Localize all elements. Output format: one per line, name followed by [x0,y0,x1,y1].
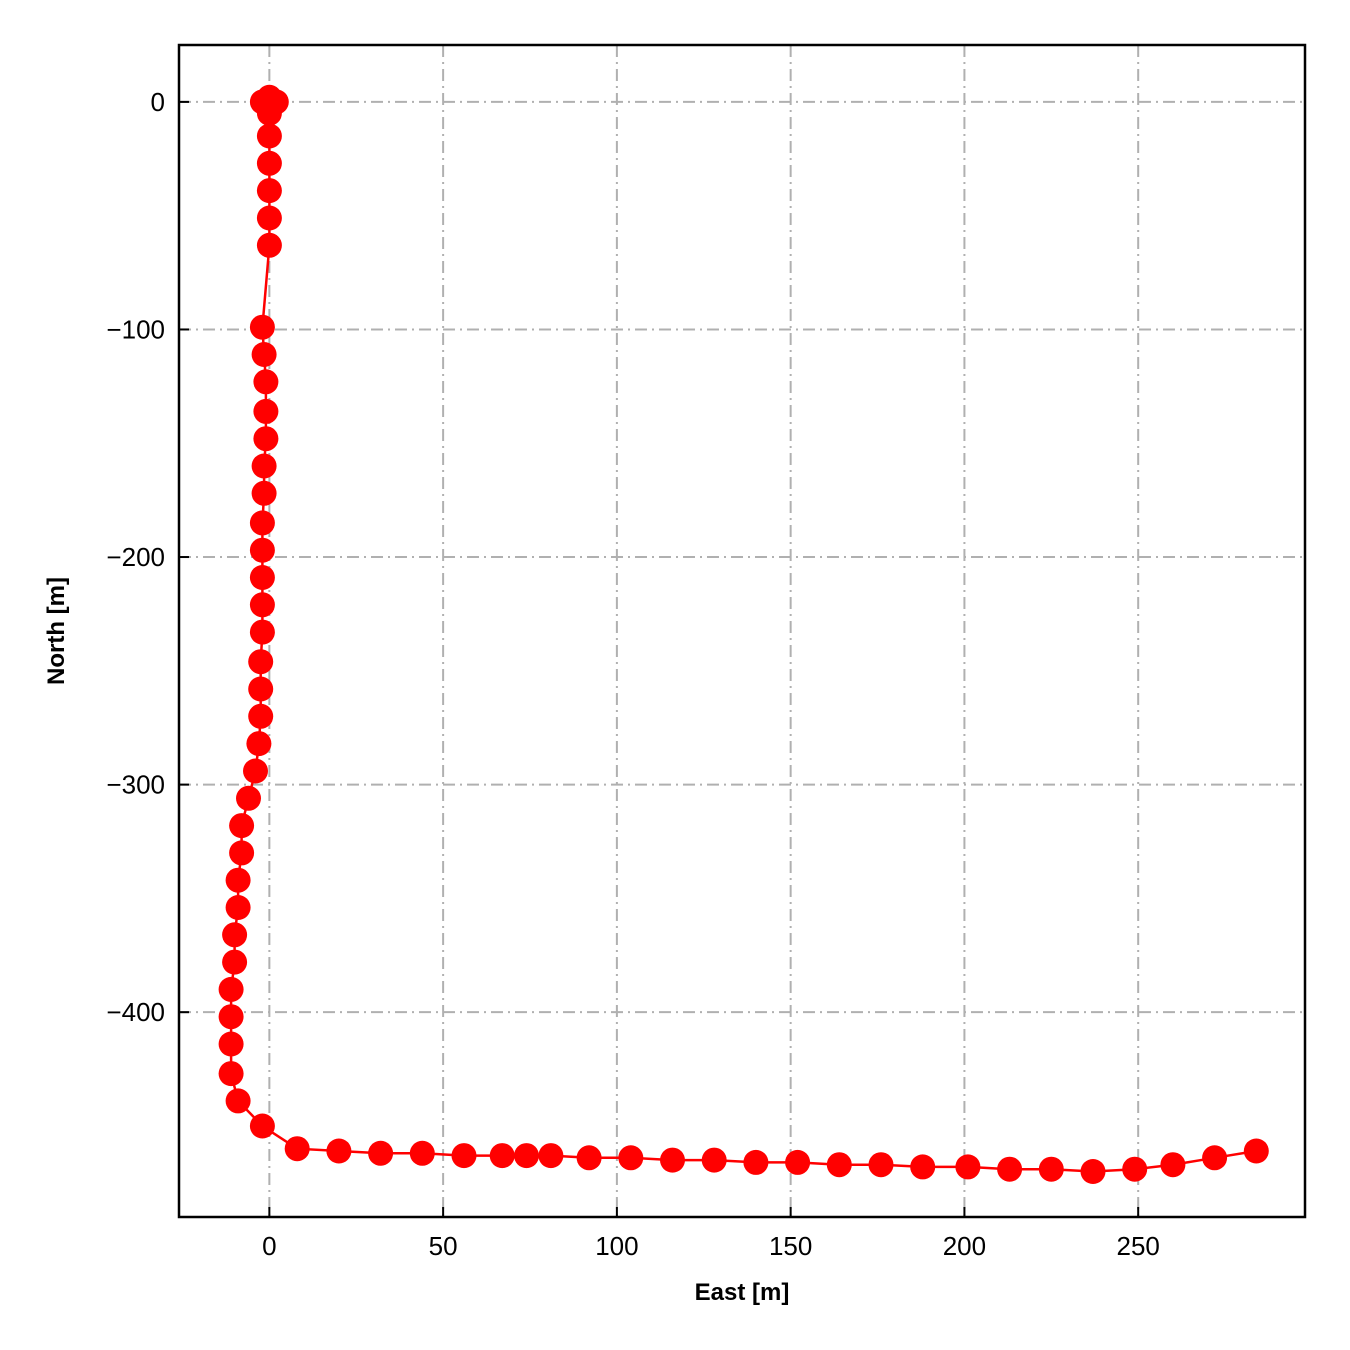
x-tick-label: 100 [595,1231,638,1261]
trajectory-point [256,123,282,149]
trajectory-point [253,369,279,395]
trajectory-point [225,895,251,920]
trajectory-point [256,178,282,204]
x-tick-label: 150 [769,1231,812,1261]
trajectory-point [225,1088,251,1114]
trajectory-point [256,150,282,176]
trajectory-point [251,480,277,506]
trajectory-point [229,813,255,839]
trajectory-point [910,1154,936,1180]
trajectory-point [248,703,274,729]
trajectory-point [538,1143,564,1169]
trajectory-point [368,1140,394,1166]
y-tick-label: 0 [151,87,165,117]
trajectory-point [489,1143,515,1169]
trajectory-point [514,1143,539,1169]
trajectory-point [576,1145,602,1171]
trajectory-point [1122,1156,1148,1182]
trajectory-point [1202,1145,1228,1171]
trajectory-point [1160,1152,1186,1178]
trajectory-point [249,592,275,618]
trajectory-point [1080,1159,1106,1184]
trajectory-point [826,1152,852,1178]
x-tick-label: 200 [943,1231,986,1261]
trajectory-point [218,1031,244,1057]
trajectory-point [743,1149,769,1175]
trajectory-point [997,1156,1023,1182]
trajectory-point [222,922,248,948]
trajectory-point [253,426,279,452]
grid-lines [179,45,1305,1217]
trajectory-point [248,649,274,675]
trajectory-point [249,314,275,340]
trajectory-point [785,1149,811,1175]
trajectory-point [451,1143,477,1169]
trajectory-point [251,453,277,479]
trajectory-point [868,1152,894,1178]
trajectory-point [256,100,282,126]
y-tick-label: −200 [106,542,165,572]
trajectory-point [249,565,275,590]
y-axis-title: North [m] [43,577,70,685]
trajectory-point [249,510,275,536]
trajectory-point [660,1147,685,1173]
plot-frame [177,43,1307,1219]
trajectory-point [246,731,272,757]
trajectory-point [243,758,268,784]
trajectory-point [409,1140,435,1166]
trajectory-point [249,537,275,563]
trajectory-point [222,949,248,975]
trajectory-point [284,1136,310,1162]
trajectory-point [701,1147,727,1173]
trajectory-point [218,1061,244,1087]
trajectory-point [225,867,251,893]
trajectory-point [251,342,277,367]
plot-background [179,45,1305,1217]
trajectory-point [249,619,275,645]
trajectory-point [236,785,261,811]
trajectory-point [229,840,255,866]
axis-ticks: 0 50 100 150 200 250 0 −100 −200 −300 −400 [106,87,1159,1261]
x-tick-label: 50 [429,1231,458,1261]
series-group [218,84,1269,1184]
trajectory-point [618,1145,644,1171]
x-tick-label: 0 [262,1231,276,1261]
trajectory-point [256,205,282,231]
trajectory-point [249,1113,275,1139]
y-tick-label: −100 [106,314,165,344]
trajectory-point [1038,1156,1064,1182]
trajectory-point [256,232,282,258]
trajectory-point [955,1154,981,1180]
trajectory-point [1243,1138,1269,1164]
x-tick-label: 250 [1116,1231,1159,1261]
trajectory-point [253,398,279,424]
y-tick-label: −300 [106,770,165,800]
x-axis-title: East [m] [695,1279,790,1306]
trajectory-point [326,1138,352,1164]
trajectory-point [218,1004,244,1030]
trajectory-point [248,676,274,702]
trajectory-point [218,976,244,1002]
y-tick-label: −400 [106,997,165,1027]
